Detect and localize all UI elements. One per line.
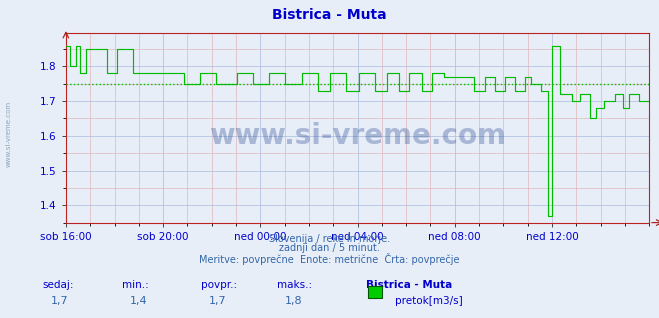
- Text: 1,8: 1,8: [285, 296, 302, 306]
- Text: povpr.:: povpr.:: [201, 280, 237, 290]
- Text: Meritve: povprečne  Enote: metrične  Črta: povprečje: Meritve: povprečne Enote: metrične Črta:…: [199, 253, 460, 265]
- Text: pretok[m3/s]: pretok[m3/s]: [395, 296, 463, 306]
- Text: Bistrica - Muta: Bistrica - Muta: [366, 280, 452, 290]
- Text: 1,7: 1,7: [209, 296, 226, 306]
- Text: maks.:: maks.:: [277, 280, 312, 290]
- Text: min.:: min.:: [122, 280, 149, 290]
- Text: 1,7: 1,7: [51, 296, 68, 306]
- Text: Slovenija / reke in morje.: Slovenija / reke in morje.: [269, 234, 390, 244]
- Text: 1,4: 1,4: [130, 296, 147, 306]
- Text: Bistrica - Muta: Bistrica - Muta: [272, 8, 387, 22]
- Text: www.si-vreme.com: www.si-vreme.com: [5, 100, 12, 167]
- Text: sedaj:: sedaj:: [43, 280, 74, 290]
- Text: zadnji dan / 5 minut.: zadnji dan / 5 minut.: [279, 243, 380, 253]
- Text: www.si-vreme.com: www.si-vreme.com: [209, 121, 506, 149]
